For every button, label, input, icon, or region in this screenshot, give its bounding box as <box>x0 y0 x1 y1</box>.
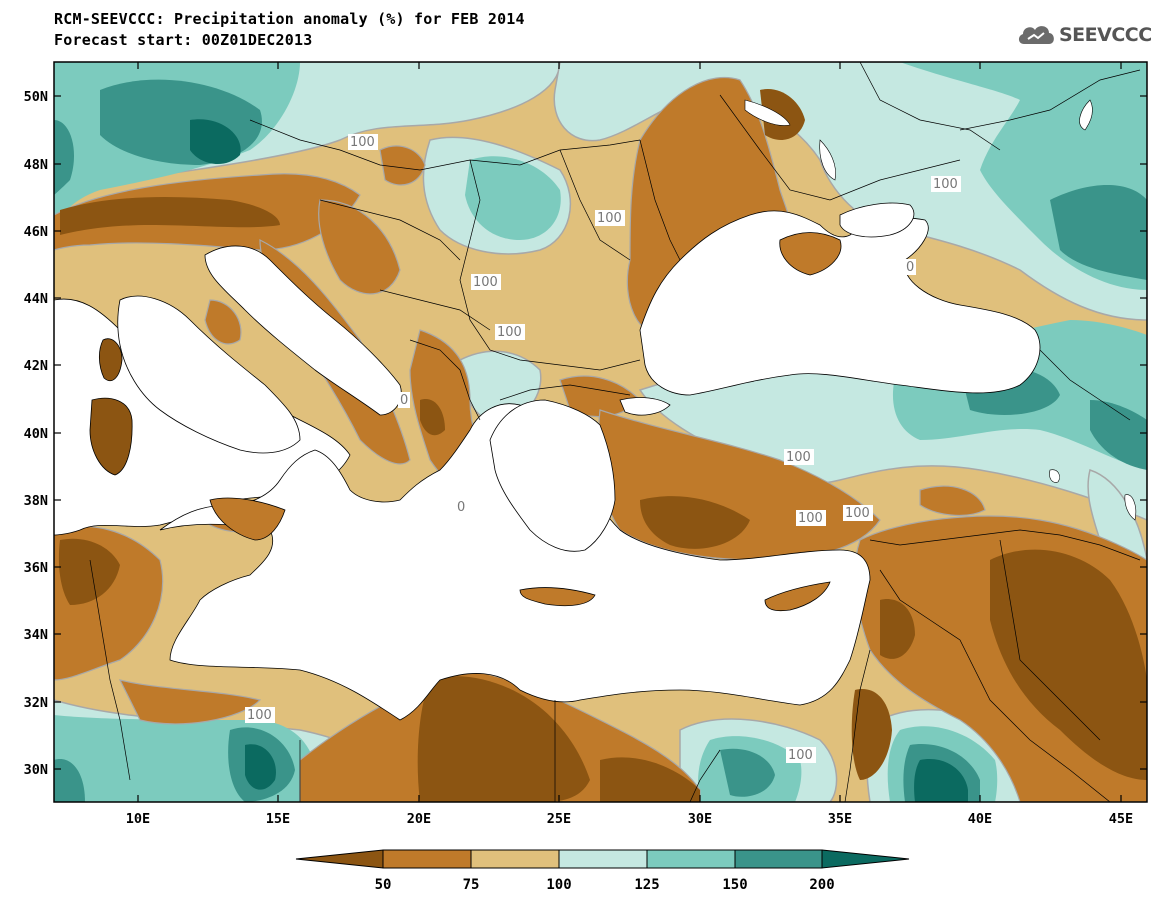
marmara-sea <box>619 397 671 416</box>
anomaly-above-200-areas <box>190 119 968 802</box>
colorbar-label-50: 50 <box>375 877 392 893</box>
lat-tick-labels: 50N 48N 46N 44N 42N 40N 38N 36N 34N 32N … <box>24 89 48 778</box>
black-sea <box>639 210 1041 396</box>
lon-label-45E: 45E <box>1109 811 1133 827</box>
contour-label-100: 100 <box>845 506 870 521</box>
colorbar-swatch-50-75 <box>382 849 472 869</box>
lon-label-15E: 15E <box>266 811 290 827</box>
colorbar-swatch-100-125 <box>558 849 648 869</box>
logo-text: SEEVCCC <box>1059 24 1152 46</box>
corsica <box>98 338 123 382</box>
anomaly-below-50-areas <box>58 89 1147 802</box>
contour-label-100: 100 <box>247 708 272 723</box>
colorbar-swatch-above-200 <box>821 849 910 869</box>
contour-label-100: 100 <box>473 275 498 290</box>
colorbar-swatch-125-150 <box>646 849 736 869</box>
lat-label-50N: 50N <box>24 89 48 105</box>
anomaly-150-200-areas <box>54 79 1147 802</box>
lat-label-42N: 42N <box>24 358 48 374</box>
lakes <box>744 99 1137 521</box>
contour-label-100: 100 <box>597 211 622 226</box>
lat-label-40N: 40N <box>24 426 48 442</box>
tyrrhenian-sea <box>117 295 301 454</box>
sea-areas <box>54 202 1041 721</box>
contour-label-100: 100 <box>798 511 823 526</box>
map-plot-area: 100 100 100 100 100 100 0 100 100 100 0 … <box>54 62 1147 802</box>
lat-label-46N: 46N <box>24 224 48 240</box>
colorbar-label-150: 150 <box>722 877 747 893</box>
colorbar-label-75: 75 <box>463 877 480 893</box>
lat-tick-marks <box>54 95 1147 770</box>
contour-label-100: 100 <box>933 177 958 192</box>
cyprus <box>764 581 831 612</box>
lon-label-35E: 35E <box>828 811 852 827</box>
lat-label-44N: 44N <box>24 291 48 307</box>
contour-label-100: 100 <box>786 450 811 465</box>
seevccc-logo: SEEVCCC <box>1016 22 1152 48</box>
islands <box>89 232 842 612</box>
colorbar <box>295 849 910 869</box>
lon-label-25E: 25E <box>547 811 571 827</box>
sardinia <box>89 397 133 476</box>
contour-label-0: 0 <box>906 260 914 275</box>
colorbar-swatch-150-200 <box>734 849 823 869</box>
lat-label-30N: 30N <box>24 762 48 778</box>
crete <box>519 587 596 607</box>
lon-label-40E: 40E <box>968 811 992 827</box>
lat-label-34N: 34N <box>24 627 48 643</box>
lon-tick-marks <box>137 62 1122 802</box>
lon-label-10E: 10E <box>126 811 150 827</box>
aegean-sea <box>489 399 616 552</box>
contour-label-100: 100 <box>788 748 813 763</box>
lat-label-36N: 36N <box>24 560 48 576</box>
colorbar-label-100: 100 <box>546 877 571 893</box>
contour-label-100: 100 <box>497 325 522 340</box>
lat-label-38N: 38N <box>24 493 48 509</box>
lat-label-48N: 48N <box>24 157 48 173</box>
contour-labels: 100 100 100 100 100 100 0 100 100 100 0 … <box>245 134 961 763</box>
colorbar-labels: 50 75 100 125 150 200 <box>375 877 835 893</box>
mediterranean-central <box>159 403 871 721</box>
colorbar-label-200: 200 <box>809 877 834 893</box>
lon-label-20E: 20E <box>407 811 431 827</box>
crimea <box>779 232 842 276</box>
country-borders <box>89 62 1141 802</box>
colorbar-swatch-75-100 <box>470 849 560 869</box>
lon-label-30E: 30E <box>688 811 712 827</box>
cloud-icon <box>1018 26 1054 44</box>
contour-label-100: 100 <box>350 135 375 150</box>
forecast-start-subtitle: Forecast start: 00Z01DEC2013 <box>54 31 313 49</box>
colorbar-label-125: 125 <box>634 877 659 893</box>
lat-label-32N: 32N <box>24 695 48 711</box>
sea-of-azov <box>839 202 915 238</box>
sicily <box>209 497 286 541</box>
contour-label-0: 0 <box>400 393 408 408</box>
map-frame <box>53 61 1148 803</box>
map-title: RCM-SEEVCCC: Precipitation anomaly (%) f… <box>54 10 525 28</box>
lon-tick-labels: 10E 15E 20E 25E 30E 35E 40E 45E <box>126 811 1133 827</box>
colorbar-swatch-below-50 <box>295 849 384 869</box>
contour-label-0: 0 <box>457 500 465 515</box>
